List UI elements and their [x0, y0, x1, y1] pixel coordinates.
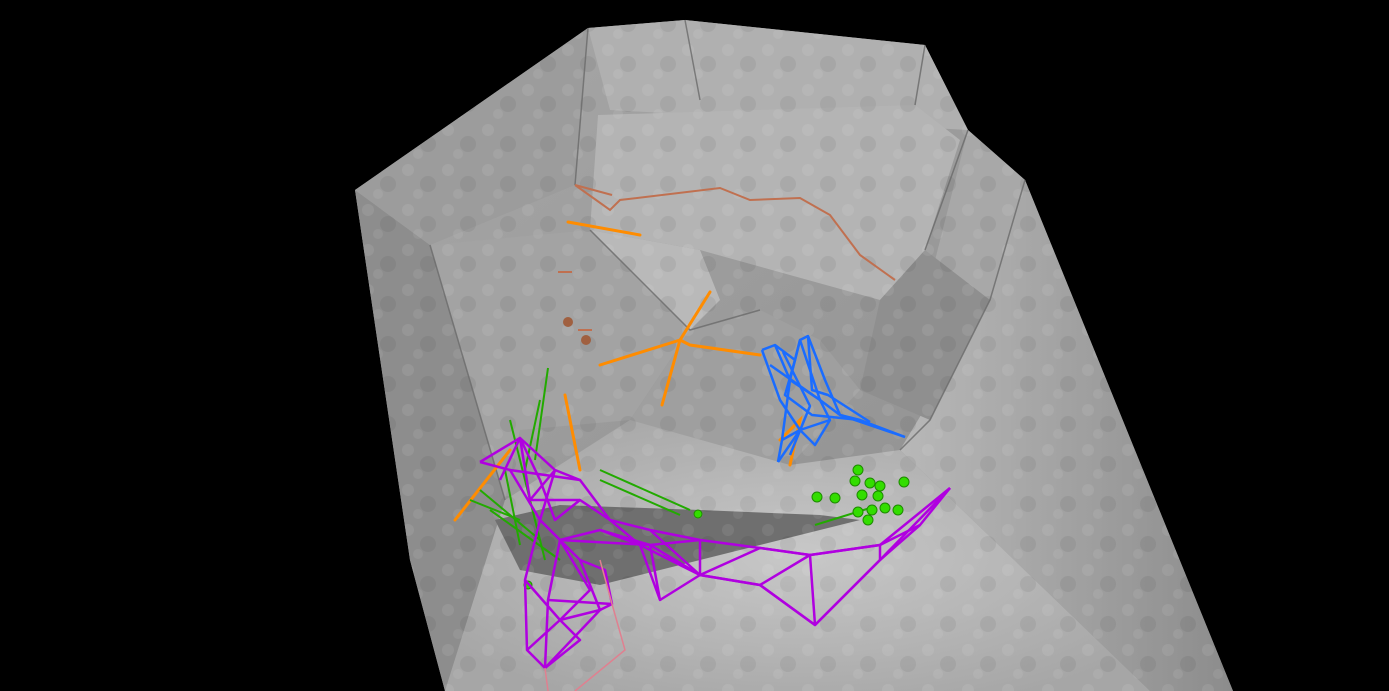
rock-edges	[429, 19, 1026, 501]
rock-block	[355, 20, 1233, 691]
brown-contour	[558, 184, 896, 345]
orange-edge-path	[453, 220, 803, 522]
pink-outline	[544, 559, 626, 691]
green-point-cluster	[523, 464, 910, 590]
purple-wireframe-mesh	[479, 436, 951, 669]
blue-wireframe-mesh	[760, 334, 906, 463]
